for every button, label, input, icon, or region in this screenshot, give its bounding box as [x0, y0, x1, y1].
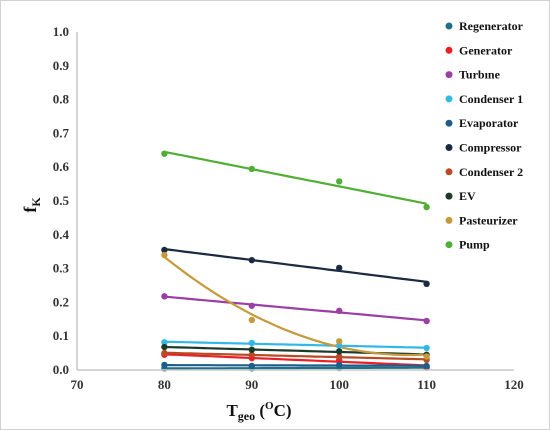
- data-point-ev: [248, 346, 255, 353]
- y-tick-label: 0.1: [53, 328, 69, 343]
- y-tick-label: 0.7: [53, 125, 70, 140]
- legend-label: Condenser 2: [459, 165, 523, 179]
- data-point-evaporator: [248, 362, 255, 370]
- legend-label: EV: [459, 189, 476, 203]
- data-point-layer: [161, 150, 430, 372]
- y-tick-labels: 0.0 0.1 0.2 0.3 0.4 0.5 0.6 0.7 0.8 0.9 1.0: [53, 24, 70, 377]
- x-tick-label: 90: [245, 377, 258, 392]
- data-point-condenser-2: [161, 349, 168, 357]
- data-point-pasteurizer: [248, 316, 255, 324]
- data-point-ev: [336, 348, 343, 355]
- trend-line-evaporator: [164, 364, 427, 367]
- x-tick-label: 100: [329, 377, 349, 392]
- data-point-compressor: [423, 280, 430, 288]
- y-axis-title: fK: [20, 197, 43, 213]
- data-point-pasteurizer: [423, 353, 430, 360]
- axis-layer: [76, 32, 514, 371]
- legend-label: Turbıne: [459, 68, 501, 82]
- x-axis-title: Tgeo (OC): [226, 400, 291, 423]
- legend-marker: [445, 168, 453, 176]
- y-tick-label: 0.2: [53, 294, 69, 309]
- legend-marker: [445, 192, 453, 200]
- data-point-condenser-2: [248, 351, 255, 358]
- trend-line-condenser-2: [164, 351, 427, 361]
- data-point-turb-ne: [248, 302, 255, 309]
- data-point-turb-ne: [161, 293, 168, 300]
- data-point-compressor: [336, 264, 343, 272]
- data-point-turb-ne: [336, 307, 343, 315]
- data-point-evaporator: [336, 361, 343, 369]
- legend: Regenerator Generator Turbıne Condenser 1 Ev…: [445, 19, 524, 252]
- data-point-condenser-1: [336, 342, 343, 349]
- legend-label: Evaporator: [459, 116, 519, 130]
- y-tick-label: 0.4: [53, 227, 70, 242]
- x-tick-label: 70: [71, 377, 84, 392]
- legend-label: Compressor: [459, 141, 522, 155]
- x-tick-label: 110: [417, 377, 436, 392]
- trend-line-generator: [164, 353, 427, 367]
- legend-label: Regenerator: [459, 19, 524, 33]
- legend-marker: [445, 46, 453, 54]
- legend-marker: [445, 216, 453, 224]
- legend-label: Pasteurizer: [459, 213, 518, 227]
- trend-line-turb-ne: [164, 295, 427, 322]
- data-point-evaporator: [423, 362, 430, 370]
- trend-line-pump: [164, 150, 427, 205]
- y-tick-label: 0.5: [53, 193, 70, 208]
- legend-label: Generator: [459, 43, 513, 57]
- data-point-pump: [423, 203, 430, 211]
- data-point-pump: [248, 165, 255, 173]
- data-point-turb-ne: [423, 317, 430, 325]
- data-point-compressor: [248, 256, 255, 264]
- trend-line-condenser-1: [164, 340, 427, 349]
- trend-line-layer: [163, 150, 427, 370]
- data-point-condenser-1: [423, 344, 430, 352]
- y-tick-label: 0.0: [53, 362, 69, 377]
- data-point-pasteurizer: [161, 251, 168, 259]
- y-tick-label: 0.6: [53, 159, 70, 174]
- data-point-condenser-1: [248, 339, 255, 347]
- trend-line-pasteurizer: [163, 256, 427, 357]
- x-tick-labels: 70 80 90 100 110 120: [71, 377, 524, 392]
- data-point-pump: [161, 150, 168, 157]
- legend-marker: [445, 144, 453, 151]
- legend-marker: [445, 95, 453, 103]
- data-point-ev: [161, 343, 168, 351]
- legend-marker: [445, 241, 453, 249]
- legend-label: Condenser 1: [459, 92, 523, 106]
- legend-label: Pump: [459, 238, 490, 252]
- data-point-pasteurizer: [336, 338, 343, 345]
- trend-line-compressor: [164, 248, 427, 283]
- y-tick-label: 0.3: [53, 261, 70, 276]
- legend-marker: [445, 22, 453, 30]
- data-point-condenser-1: [161, 339, 168, 346]
- data-point-compressor: [161, 246, 168, 254]
- data-point-evaporator: [161, 361, 168, 369]
- trend-line-regenerator: [164, 366, 427, 370]
- legend-marker: [445, 119, 453, 127]
- legend-marker: [445, 71, 453, 79]
- data-point-condenser-2: [336, 353, 343, 360]
- y-tick-label: 0.9: [53, 58, 70, 73]
- y-tick-label: 1.0: [53, 24, 69, 39]
- x-tick-label: 80: [158, 377, 171, 392]
- data-point-pump: [336, 178, 343, 185]
- y-tick-label: 0.8: [53, 92, 70, 107]
- x-tick-label: 120: [504, 377, 524, 392]
